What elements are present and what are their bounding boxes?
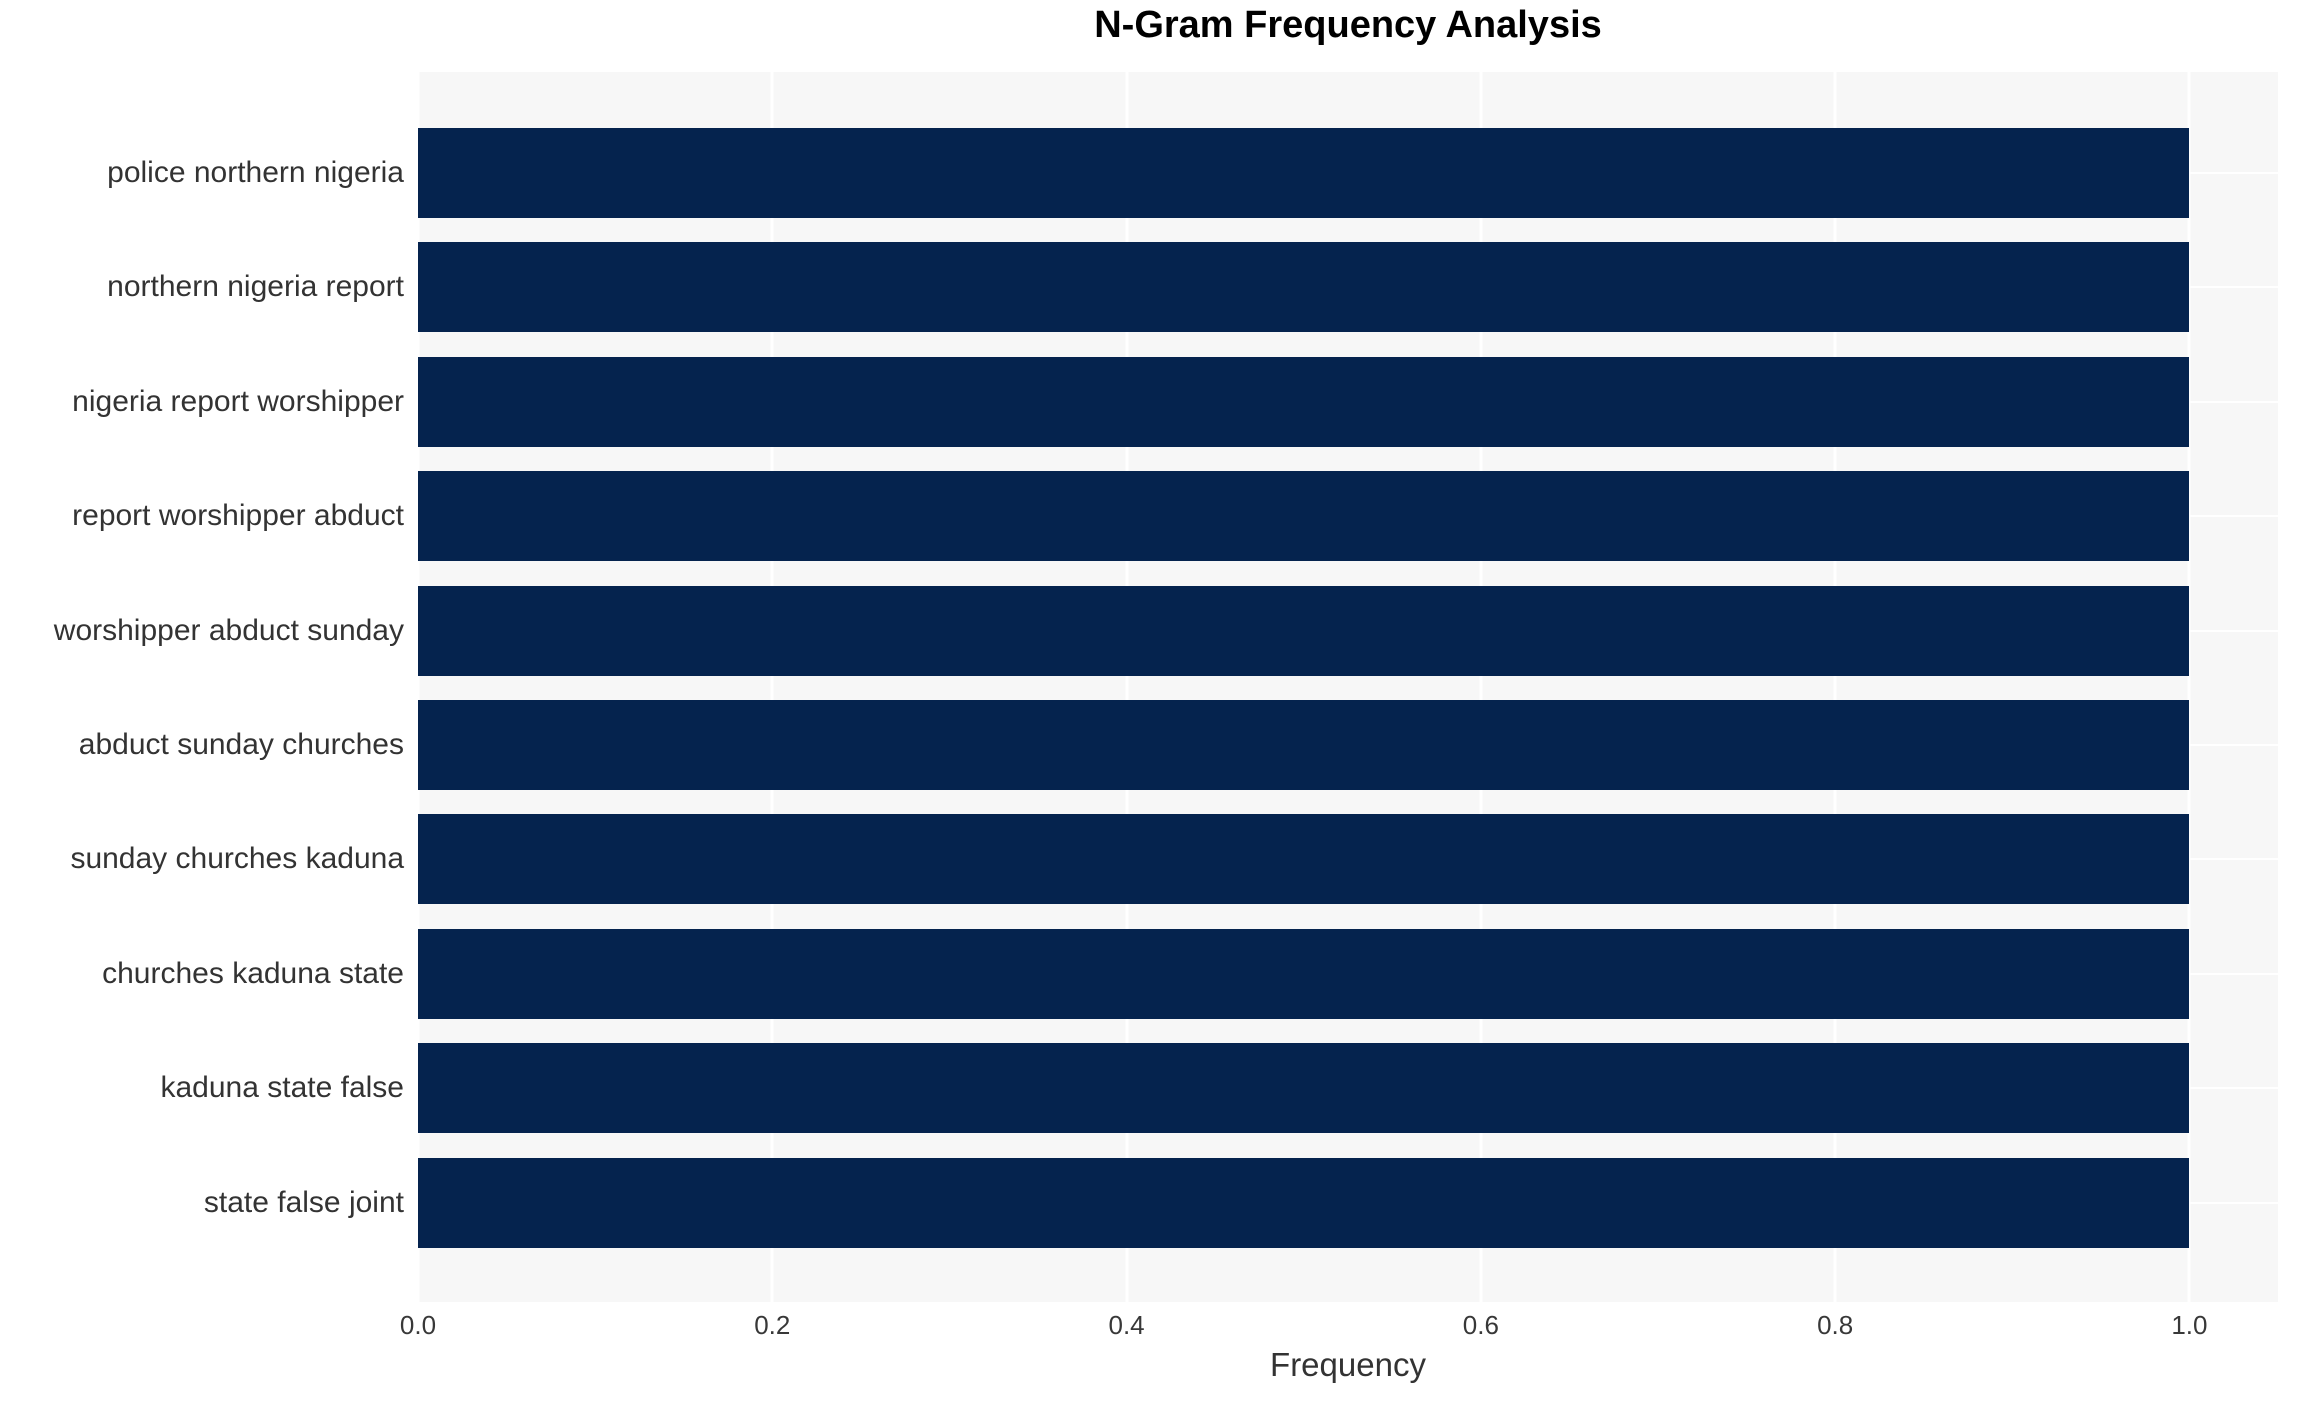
y-axis-label: kaduna state false: [160, 1071, 404, 1105]
x-tick-label: 0.0: [399, 1310, 437, 1340]
y-axis-label: worshipper abduct sunday: [53, 613, 404, 647]
bar: [418, 356, 2190, 447]
bar: [418, 928, 2190, 1019]
x-axis-title: Frequency: [1270, 1346, 1426, 1383]
x-tick-label: 0.2: [754, 1310, 791, 1340]
y-axis-label: sunday churches kaduna: [70, 842, 404, 876]
gridline-vertical: [770, 72, 774, 1302]
x-tick-label: 0.8: [1817, 1310, 1854, 1340]
y-axis-label: nigeria report worshipper: [72, 384, 404, 418]
gridline-vertical: [1125, 72, 1129, 1302]
gridline-vertical: [1479, 72, 1483, 1302]
x-tick-label: 0.6: [1462, 1310, 1499, 1340]
y-axis-label: report worshipper abduct: [72, 499, 404, 533]
x-tick-label: 0.4: [1108, 1310, 1145, 1340]
bar: [418, 814, 2190, 905]
y-axis-label: state false joint: [203, 1185, 404, 1219]
plot-area: [416, 72, 2278, 1302]
gridline-vertical: [416, 72, 420, 1302]
gridline-vertical: [1833, 72, 1837, 1302]
bar: [418, 1043, 2190, 1134]
y-axis-label: police northern nigeria: [107, 156, 404, 189]
bar: [418, 1157, 2190, 1248]
x-tick-label: 1.0: [2171, 1310, 2208, 1340]
bar: [418, 700, 2190, 790]
y-axis-label: churches kaduna state: [102, 956, 404, 990]
bar: [418, 471, 2190, 562]
chart-title: N-Gram Frequency Analysis: [1094, 4, 1602, 46]
gridline-vertical: [2187, 72, 2191, 1302]
bar: [418, 128, 2190, 218]
bar: [418, 242, 2190, 333]
bar: [418, 585, 2190, 676]
y-axis-label: northern nigeria report: [107, 270, 404, 304]
y-axis-label: abduct sunday churches: [78, 728, 404, 761]
